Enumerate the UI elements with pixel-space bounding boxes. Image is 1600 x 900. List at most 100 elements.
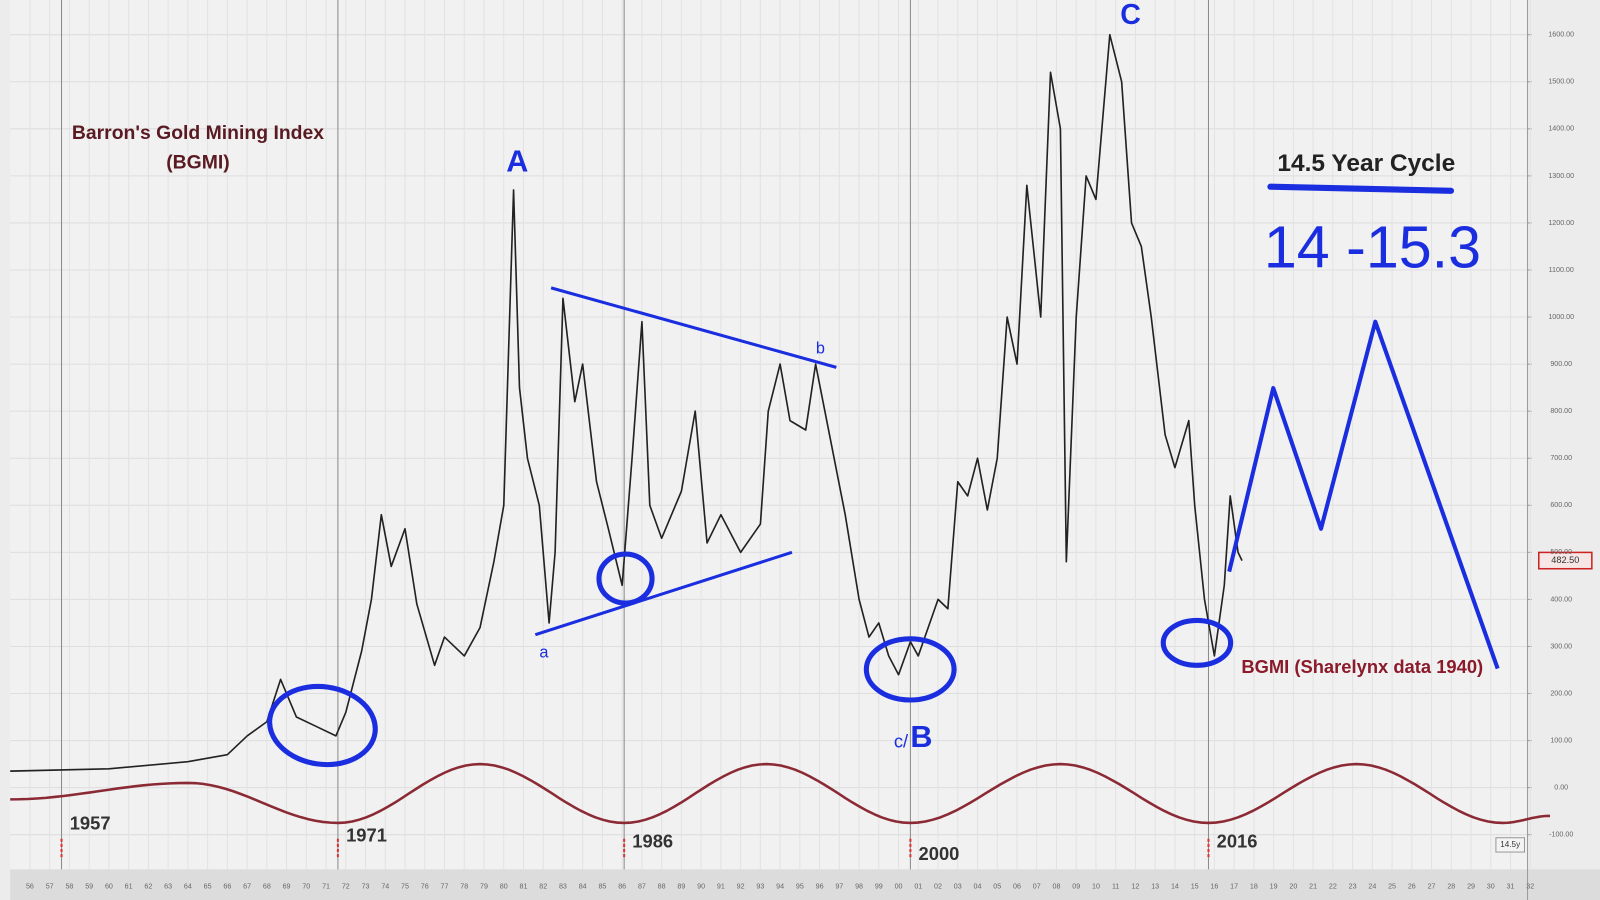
- x-tick-label: 26: [1408, 883, 1416, 891]
- labels: 1600.00 1500.00 1400.00 1300.00 1200.00 1100.…: [26, 0, 1579, 891]
- series-line: [1227, 319, 1500, 670]
- cycle-label: 1971: [346, 825, 387, 846]
- chart-title: Barron's Gold Mining Index: [72, 122, 324, 144]
- circle-annotation: [863, 636, 957, 703]
- x-tick-label: 07: [1033, 883, 1041, 891]
- x-tick-label: 20: [1289, 883, 1297, 891]
- annotation: A: [506, 144, 528, 178]
- x-tick-label: 72: [342, 883, 350, 891]
- x-tick-label: 25: [1388, 883, 1396, 891]
- x-tick-label: 67: [243, 883, 251, 891]
- x-tick-label: 75: [401, 883, 409, 891]
- x-tick-label: 23: [1349, 883, 1357, 891]
- x-tick-label: 96: [816, 883, 824, 891]
- annotation: b: [816, 339, 825, 357]
- x-tick-label: 16: [1210, 883, 1218, 891]
- x-tick-label: 64: [184, 883, 192, 891]
- x-tick-label: 12: [1131, 883, 1139, 891]
- y-tick-label: 800.00: [1550, 407, 1572, 415]
- x-tick-label: 24: [1368, 883, 1376, 891]
- trendline: [534, 550, 793, 637]
- x-tick-label: 80: [500, 883, 508, 891]
- y-tick-label: 400.00: [1550, 595, 1572, 603]
- x-tick-label: 68: [263, 883, 271, 891]
- chart-subtitle: (BGMI): [166, 151, 229, 173]
- x-tick-label: 81: [520, 883, 528, 891]
- cycle-length-label: 14.5y: [1500, 840, 1521, 849]
- cycle-length-box: [1495, 837, 1525, 853]
- x-tick-label: 91: [717, 883, 725, 891]
- x-tick-label: 06: [1013, 883, 1021, 891]
- x-tick-label: 27: [1428, 883, 1436, 891]
- cycle-label: 1957: [70, 812, 111, 833]
- x-tick-label: 32: [1526, 883, 1534, 891]
- circle-annotation: [1160, 617, 1234, 668]
- annotation: B: [910, 720, 932, 754]
- x-tick-label: 60: [105, 883, 113, 891]
- y-tick-label: 1100.00: [1549, 266, 1574, 274]
- underline: [1267, 183, 1455, 194]
- x-tick-label: 57: [46, 883, 54, 891]
- cycle-label: 2016: [1217, 831, 1258, 852]
- x-tick-label: 17: [1230, 883, 1238, 891]
- x-tick-label: 73: [362, 883, 370, 891]
- x-tick-label: 56: [26, 883, 34, 891]
- x-tick-label: 02: [934, 883, 942, 891]
- x-tick-label: 31: [1507, 883, 1515, 891]
- x-tick-label: 76: [421, 883, 429, 891]
- x-tick-label: 66: [223, 883, 231, 891]
- x-tick-label: 09: [1072, 883, 1080, 891]
- cycle-label: 1986: [632, 831, 673, 852]
- y-tick-label: -100.00: [1549, 831, 1573, 839]
- series-line: [10, 762, 1550, 825]
- last-value-box: [1538, 551, 1593, 570]
- x-tick-label: 83: [559, 883, 567, 891]
- y-tick-label: 1200.00: [1548, 219, 1574, 227]
- x-tick-label: 14: [1171, 883, 1179, 891]
- last-value-label: 482.50: [1551, 555, 1579, 565]
- x-tick-label: 77: [441, 883, 449, 891]
- annotation: c/: [894, 731, 909, 752]
- x-tick-label: 85: [598, 883, 606, 891]
- y-tick-label: 1500.00: [1548, 78, 1574, 86]
- x-tick-label: 74: [381, 883, 389, 891]
- annotation: a: [539, 643, 549, 661]
- x-tick-label: 11: [1112, 883, 1119, 891]
- x-tick-label: 29: [1467, 883, 1475, 891]
- x-tick-label: 93: [756, 883, 764, 891]
- y-tick-label: 700.00: [1550, 454, 1572, 462]
- x-tick-label: 18: [1250, 883, 1258, 891]
- y-tick-label: 0.00: [1554, 784, 1568, 792]
- x-tick-label: 98: [855, 883, 863, 891]
- x-tick-label: 97: [835, 883, 843, 891]
- x-tick-label: 00: [895, 883, 903, 891]
- circle-annotation: [267, 683, 378, 768]
- x-tick-label: 30: [1487, 883, 1495, 891]
- x-tick-label: 61: [125, 883, 133, 891]
- y-tick-label: 100.00: [1550, 736, 1572, 744]
- x-tick-label: 82: [539, 883, 547, 891]
- x-axis-strip: [10, 869, 1600, 900]
- marks: [10, 33, 1593, 853]
- annotation: 14.5 Year Cycle: [1277, 150, 1455, 177]
- y-tick-label: 900.00: [1550, 360, 1572, 368]
- x-tick-label: 71: [322, 883, 330, 891]
- y-tick-label: 200.00: [1550, 689, 1572, 697]
- x-tick-label: 95: [796, 883, 804, 891]
- x-tick-label: 87: [638, 883, 646, 891]
- x-tick-label: 19: [1270, 883, 1278, 891]
- trendline: [550, 286, 837, 369]
- x-tick-label: 86: [618, 883, 626, 891]
- x-tick-label: 62: [144, 883, 152, 891]
- x-tick-label: 08: [1053, 883, 1061, 891]
- x-tick-label: 84: [579, 883, 587, 891]
- x-tick-label: 70: [302, 883, 310, 891]
- cycle-label: 2000: [919, 843, 960, 864]
- x-tick-label: 04: [974, 883, 982, 891]
- annotation: C: [1120, 0, 1141, 31]
- x-tick-label: 78: [460, 883, 468, 891]
- y-tick-label: 1000.00: [1548, 313, 1574, 321]
- annotation: 14 -15.3: [1264, 214, 1481, 281]
